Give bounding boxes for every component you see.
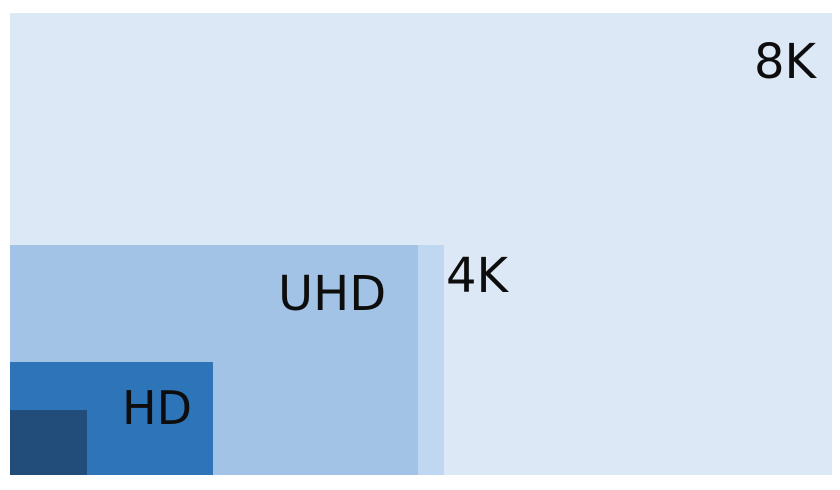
label-hd: HD	[122, 381, 193, 435]
label-uhd: UHD	[278, 266, 387, 322]
label-8k: 8K	[753, 34, 816, 90]
label-4k: 4K	[446, 248, 509, 304]
resolution-box-smallest	[10, 410, 87, 475]
